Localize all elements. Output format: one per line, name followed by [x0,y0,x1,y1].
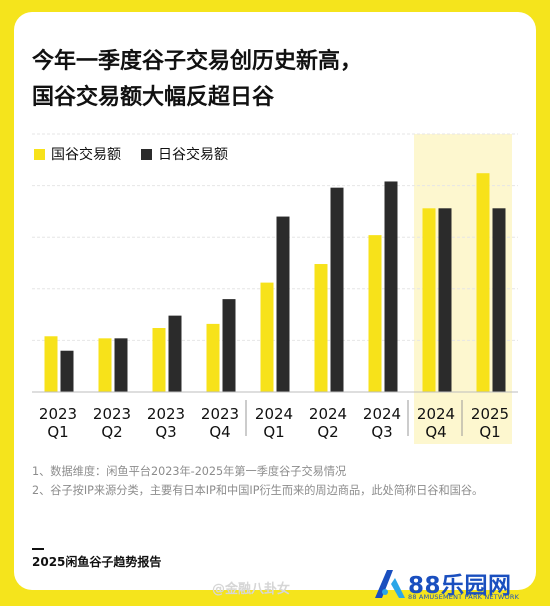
bar-rigu [492,208,506,392]
bar-rigu [438,208,452,392]
title-line-1: 今年一季度谷子交易创历史新高， [32,49,363,74]
chart-title: 今年一季度谷子交易创历史新高， 国谷交易额大幅反超日谷 [32,44,512,116]
tick-label-quarter: Q1 [47,423,68,441]
brand-logo-block: 88乐园网 88 AMUSEMENT PARK NETWORK [372,566,542,606]
bar-rigu [384,181,398,392]
tick-label-year: 2024 [255,405,293,423]
footer-report-name: 2025闲鱼谷子趋势报告 [32,555,162,569]
tick-label-quarter: Q3 [155,423,176,441]
legend-swatch-rigu [141,148,152,160]
legend: 国谷交易额 日谷交易额 [34,144,248,164]
tick-label-quarter: Q2 [101,423,122,441]
tick-label-year: 2025 [471,405,509,423]
notes: 1、数据维度：闲鱼平台2023年-2025年第一季度谷子交易情况 2、谷子按IP… [32,462,518,500]
bar-rigu [60,350,74,392]
bar-guogu [44,336,58,392]
legend-label-rigu: 日谷交易额 [158,147,228,163]
tick-label-year: 2023 [93,405,131,423]
legend-swatch-guogu [34,148,45,160]
bar-guogu [98,338,112,392]
tick-label-year: 2023 [39,405,77,423]
tick-label-year: 2023 [147,405,185,423]
bar-guogu [422,208,436,392]
tick-label-quarter: Q1 [479,423,500,441]
bar-guogu [260,282,274,392]
tick-label-quarter: Q4 [425,423,446,441]
bar-guogu [476,173,490,392]
bar-rigu [222,299,236,392]
tick-label-quarter: Q1 [263,423,284,441]
tick-label-year: 2024 [309,405,347,423]
bar-rigu [168,315,182,392]
title-line-2: 国谷交易额大幅反超日谷 [32,85,275,110]
bar-guogu [368,235,382,392]
tick-label-year: 2023 [201,405,239,423]
brand-name: 88乐园网 [408,573,512,599]
brand-subtitle: 88 AMUSEMENT PARK NETWORK [408,593,520,601]
legend-item-guogu: 国谷交易额 [34,144,121,164]
tick-label-quarter: Q2 [317,423,338,441]
tick-label-year: 2024 [363,405,401,423]
note-1: 1、数据维度：闲鱼平台2023年-2025年第一季度谷子交易情况 [32,465,347,478]
weibo-watermark: @金融八卦女 [212,582,291,597]
legend-label-guogu: 国谷交易额 [51,147,121,163]
footer-accent-bar [32,548,44,550]
bar-rigu [330,187,344,392]
note-2: 2、谷子按IP来源分类，主要有日本IP和中国IP衍生而来的周边商品，此处简称日谷… [32,484,484,497]
bar-guogu [206,323,220,392]
brand-logo-icon [375,570,405,598]
bar-guogu [314,264,328,392]
tick-label-year: 2024 [417,405,455,423]
bar-rigu [114,338,128,392]
tick-label-quarter: Q4 [209,423,230,441]
legend-item-rigu: 日谷交易额 [141,144,228,164]
tick-label-quarter: Q3 [371,423,392,441]
bar-guogu [152,328,166,392]
bar-rigu [276,216,290,392]
